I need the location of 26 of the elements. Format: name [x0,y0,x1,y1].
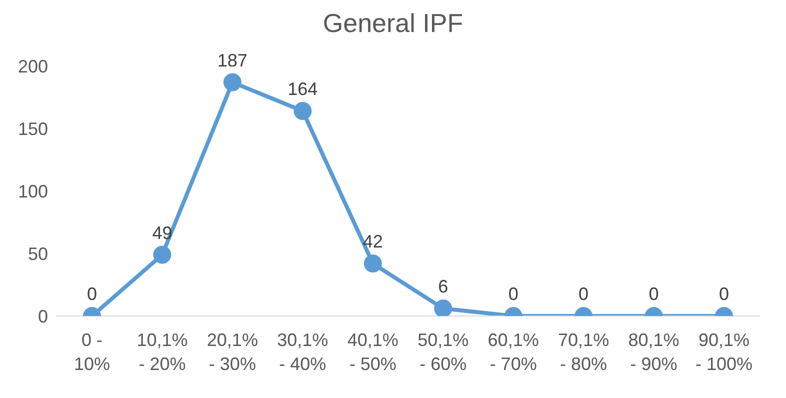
x-tick-label: 80,1% - 90% [628,330,680,374]
x-tick-label: 20,1% - 30% [206,330,258,374]
data-label: 0 [578,284,589,304]
data-label: 0 [718,284,730,304]
point [294,102,312,120]
point [223,73,242,92]
data-label: 6 [438,276,448,296]
x-tick-label: 30,1% - 40% [277,330,328,374]
x-tick-label: 50,1% - 60% [418,330,469,374]
x-tick-label: 10,1% - 20% [136,330,188,374]
chart-title: General IPF [322,8,464,38]
y-tick-label: 0 [38,306,48,326]
data-label: 187 [217,50,248,70]
y-tick-label: 150 [18,118,48,139]
x-tick-label: 70,1% - 80% [558,330,610,374]
x-tick-label: 40,1% - 50% [347,330,398,374]
data-label: 164 [288,79,318,99]
y-tick-label: 50 [28,244,48,264]
y-tick-label: 100 [18,181,48,202]
data-label: 0 [508,284,518,304]
y-tick-label: 200 [18,56,48,76]
data-label: 0 [648,284,659,304]
data-label: 0 [86,284,98,304]
x-tick-label: 60,1% - 70% [488,330,539,374]
x-tick-label: 90,1% - 100% [695,330,753,374]
x-tick-label: 0 - 10% [74,330,110,374]
